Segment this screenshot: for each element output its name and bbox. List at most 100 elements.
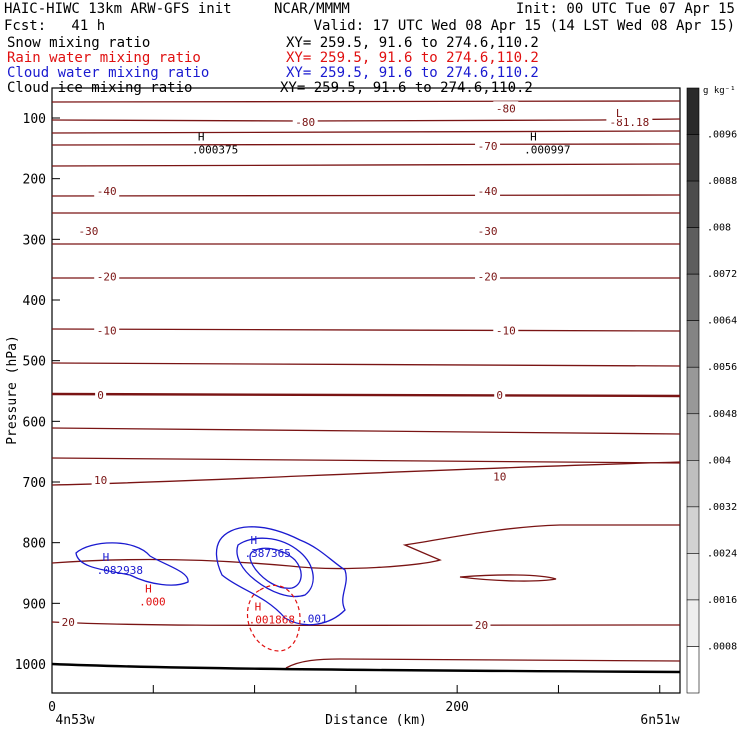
temperature-contour-label: -81.18 (609, 116, 649, 129)
temperature-contour-label: -70 (478, 140, 498, 153)
maximum-value: .001868 (249, 614, 295, 627)
org-label: NCAR/MMMM (274, 1, 350, 17)
temp-contour (51, 427, 681, 435)
y-tick-label: 1000 (15, 658, 46, 673)
cloud-water-contour (249, 547, 302, 589)
cloud-water-contour (236, 537, 314, 598)
x-start-label: 4n53w (55, 713, 94, 728)
y-tick-label: 700 (23, 476, 46, 491)
contour-label-bg (493, 101, 519, 115)
valid-time: Valid: 17 UTC Wed 08 Apr 15 (14 LST Wed … (313, 18, 735, 34)
maximum-value: .000997 (524, 143, 570, 156)
temp-contour (51, 461, 681, 486)
temp-contour (51, 143, 681, 146)
colorbar-tick-label: .004 (707, 455, 731, 466)
contour-label-bg (95, 388, 107, 402)
colorbar-swatch (686, 460, 700, 508)
contour-label-bg (292, 115, 318, 129)
temp-contour (51, 194, 681, 197)
colorbar-tick-label: .0016 (707, 595, 737, 606)
init-time: Init: 00 UTC Tue 07 Apr 15 (515, 1, 735, 17)
maximum-marker: H (145, 582, 152, 595)
temp-contour (51, 328, 681, 332)
model-title: HAIC-HIWC 13km ARW-GFS init (4, 1, 232, 17)
temperature-contour-label: 20 (475, 619, 488, 632)
contour-label-bg (94, 323, 120, 337)
x-axis-title: Distance (km) (325, 713, 427, 728)
contour-label-bg (75, 223, 101, 237)
colorbar-tick-label: .0088 (707, 176, 737, 187)
temperature-contour-label: 20 (62, 616, 75, 629)
colorbar-swatch (686, 320, 700, 368)
colorbar-tick-label: .0056 (707, 362, 737, 373)
x-end-label: 6n51w (640, 713, 679, 728)
colorbar-tick-label: .0072 (707, 269, 737, 280)
temp-contour (51, 392, 681, 398)
y-tick-label: 100 (23, 112, 46, 127)
contour-label-bg (475, 138, 501, 152)
colorbar-tick-label: .0032 (707, 502, 737, 513)
temp-contour (51, 118, 681, 122)
colorbar-swatch (686, 227, 700, 275)
contour-label-bg (475, 223, 501, 237)
maximum-marker: H (198, 130, 205, 143)
contour-label-bg (490, 469, 509, 483)
cloud-water-contour (215, 526, 347, 626)
temperature-contour-label: -30 (79, 225, 99, 238)
maximum-marker: H (530, 130, 537, 143)
temperature-contour-label: 10 (94, 474, 107, 487)
colorbar-swatch (686, 553, 700, 601)
contour-label-bg (613, 106, 625, 120)
colorbar-swatch (686, 87, 700, 135)
forecast-hour: Fcst: 41 h (4, 18, 106, 34)
colorbar-tick-label: .0024 (707, 548, 737, 559)
y-tick-label: 200 (23, 173, 46, 188)
colorbar-swatch (686, 273, 700, 321)
colorbar-swatch (686, 646, 700, 694)
maximum-marker: H (255, 601, 262, 614)
x-tick-label: 0 (48, 700, 56, 715)
temp-contour (51, 163, 681, 167)
contour-label-bg (494, 388, 506, 402)
field-name-cloud-water: Cloud water mixing ratio (7, 65, 210, 81)
maximum-value: .082938 (97, 564, 143, 577)
temperature-contour-label: -20 (97, 270, 117, 283)
colorbar-tick-label: .0096 (707, 130, 737, 141)
temperature-contour-label: L (616, 107, 623, 120)
contour-value-label: .001 (301, 613, 328, 626)
colorbar-unit: g kg⁻¹ (703, 86, 736, 96)
temp-contour (51, 457, 681, 464)
maximum-value: .387365 (245, 547, 291, 560)
contour-label-bg (59, 615, 78, 629)
temperature-contour-label: -40 (97, 185, 117, 198)
y-tick-label: 600 (23, 415, 46, 430)
colorbar-swatch (686, 180, 700, 228)
colorbar-swatch (686, 134, 700, 182)
maximum-marker: H (103, 551, 110, 564)
y-tick-label: 800 (23, 537, 46, 552)
contour-label-bg (475, 183, 501, 197)
colorbar-swatch (686, 366, 700, 415)
temperature-contour-label: 10 (493, 471, 506, 484)
contour-label-bg (94, 269, 120, 283)
temperature-contour-label: -40 (478, 185, 498, 198)
temperature-contour-label: -30 (478, 225, 498, 238)
colorbar-swatch (686, 599, 700, 647)
temperature-contour-label: 0 (496, 389, 503, 402)
temperature-contour-label: -20 (478, 270, 498, 283)
y-axis-title: Pressure (hPa) (5, 335, 20, 445)
field-xy-snow: XY= 259.5, 91.6 to 274.6,110.2 (286, 35, 539, 51)
plot-frame (51, 87, 681, 694)
temp-contour (51, 100, 681, 103)
temperature-contour-label: -10 (496, 324, 516, 337)
colorbar-swatch (686, 413, 700, 461)
y-tick-label: 300 (23, 233, 46, 248)
cloud-water-contour (75, 542, 189, 586)
y-tick-label: 500 (23, 355, 46, 370)
cloud-water-contours (75, 526, 347, 626)
temp-contour (51, 524, 680, 570)
colorbar-tick-label: .008 (707, 223, 731, 234)
temperature-contour-label: -80 (496, 102, 516, 115)
maximum-value: .000375 (192, 143, 238, 156)
